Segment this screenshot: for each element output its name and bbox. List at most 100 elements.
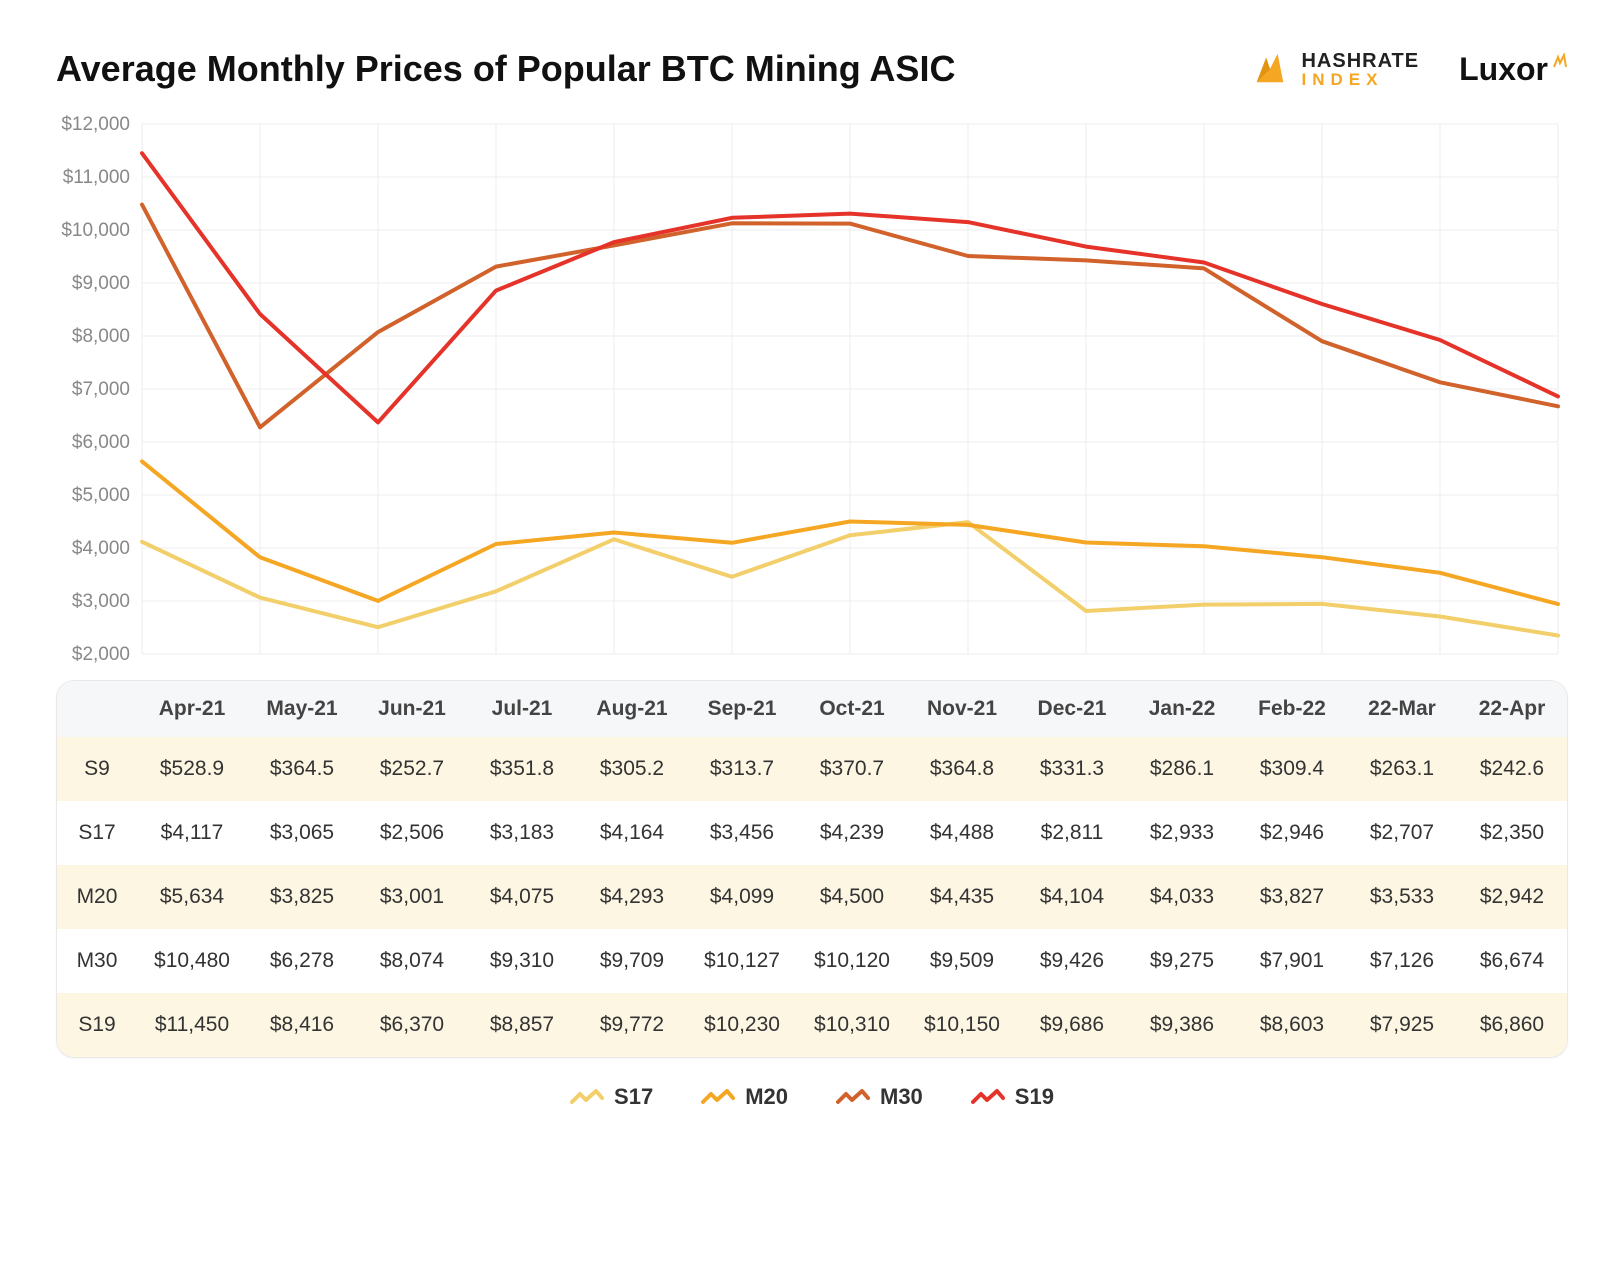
table-cell: $3,533 [1347,865,1457,929]
table-row: S9$528.9$364.5$252.7$351.8$305.2$313.7$3… [57,737,1567,801]
table-cell: $4,293 [577,865,687,929]
legend-label: S17 [614,1084,653,1110]
table-cell: $5,634 [137,865,247,929]
table-row: M20$5,634$3,825$3,001$4,075$4,293$4,099$… [57,865,1567,929]
y-tick-label: $11,000 [63,167,130,188]
legend-swatch-icon [836,1088,870,1106]
table-cell: $10,310 [797,993,907,1057]
legend-item-M20: M20 [701,1084,788,1110]
table-cell: $9,386 [1127,993,1237,1057]
table-cell: $7,901 [1237,929,1347,993]
table-header: May-21 [247,681,357,737]
table-header: Jan-22 [1127,681,1237,737]
table-cell: $3,456 [687,801,797,865]
table-cell: $370.7 [797,737,907,801]
table-cell: $331.3 [1017,737,1127,801]
luxor-logo: Luxor [1459,51,1568,88]
page-title: Average Monthly Prices of Popular BTC Mi… [56,48,955,90]
table-cell: $6,278 [247,929,357,993]
hashrate-label-top: HASHRATE [1301,51,1419,71]
y-tick-label: $3,000 [72,591,130,612]
table-cell: $4,099 [687,865,797,929]
table-cell: $4,033 [1127,865,1237,929]
table-row: M30$10,480$6,278$8,074$9,310$9,709$10,12… [57,929,1567,993]
hashrate-index-logo: HASHRATE INDEX [1251,50,1419,88]
table-cell: $10,120 [797,929,907,993]
row-label: S17 [57,801,137,865]
table-cell: $8,603 [1237,993,1347,1057]
price-table: Apr-21May-21Jun-21Jul-21Aug-21Sep-21Oct-… [56,680,1568,1058]
table-cell: $8,074 [357,929,467,993]
table-cell: $2,350 [1457,801,1567,865]
row-label: S9 [57,737,137,801]
table-cell: $286.1 [1127,737,1237,801]
luxor-label: Luxor [1459,51,1548,88]
row-label: M30 [57,929,137,993]
y-tick-label: $8,000 [72,326,130,347]
table-cell: $10,150 [907,993,1017,1057]
y-tick-label: $5,000 [72,485,130,506]
table-cell: $3,065 [247,801,357,865]
table-cell: $9,772 [577,993,687,1057]
y-tick-label: $10,000 [61,220,130,241]
table-cell: $9,310 [467,929,577,993]
table-cell: $9,686 [1017,993,1127,1057]
y-tick-label: $12,000 [61,114,130,135]
table-cell: $4,239 [797,801,907,865]
table-header [57,681,137,737]
legend-item-S19: S19 [971,1084,1054,1110]
y-tick-label: $2,000 [72,644,130,665]
table-cell: $2,811 [1017,801,1127,865]
table-cell: $4,164 [577,801,687,865]
table-cell: $309.4 [1237,737,1347,801]
table-cell: $305.2 [577,737,687,801]
table-cell: $10,230 [687,993,797,1057]
table-header: Feb-22 [1237,681,1347,737]
table-header: Nov-21 [907,681,1017,737]
table-cell: $9,275 [1127,929,1237,993]
table-cell: $9,709 [577,929,687,993]
logos: HASHRATE INDEX Luxor [1251,50,1568,88]
table-cell: $10,127 [687,929,797,993]
table-cell: $528.9 [137,737,247,801]
table-cell: $4,075 [467,865,577,929]
table-cell: $2,506 [357,801,467,865]
table-cell: $252.7 [357,737,467,801]
table-cell: $364.5 [247,737,357,801]
table-row: S17$4,117$3,065$2,506$3,183$4,164$3,456$… [57,801,1567,865]
price-chart: $2,000$3,000$4,000$5,000$6,000$7,000$8,0… [56,114,1568,674]
y-tick-label: $7,000 [72,379,130,400]
table-cell: $351.8 [467,737,577,801]
table-cell: $242.6 [1457,737,1567,801]
row-label: M20 [57,865,137,929]
table-cell: $7,925 [1347,993,1457,1057]
table-header: 22-Apr [1457,681,1567,737]
y-tick-label: $6,000 [72,432,130,453]
legend-swatch-icon [971,1088,1005,1106]
table-cell: $6,370 [357,993,467,1057]
hashrate-icon [1251,50,1289,88]
table-header: Jun-21 [357,681,467,737]
table-cell: $3,183 [467,801,577,865]
legend-label: M20 [745,1084,788,1110]
row-label: S19 [57,993,137,1057]
table-cell: $4,104 [1017,865,1127,929]
table-cell: $3,001 [357,865,467,929]
table-cell: $7,126 [1347,929,1457,993]
table-cell: $2,933 [1127,801,1237,865]
legend-label: S19 [1015,1084,1054,1110]
table-cell: $6,860 [1457,993,1567,1057]
table-cell: $4,500 [797,865,907,929]
legend-label: M30 [880,1084,923,1110]
legend-swatch-icon [570,1088,604,1106]
table-header: Sep-21 [687,681,797,737]
y-tick-label: $9,000 [72,273,130,294]
table-header: Oct-21 [797,681,907,737]
table-header: Jul-21 [467,681,577,737]
legend-item-M30: M30 [836,1084,923,1110]
table-header: Aug-21 [577,681,687,737]
header: Average Monthly Prices of Popular BTC Mi… [56,48,1568,90]
table-cell: $9,426 [1017,929,1127,993]
hashrate-label-bottom: INDEX [1301,71,1419,88]
chart-legend: S17 M20 M30 S19 [56,1084,1568,1110]
